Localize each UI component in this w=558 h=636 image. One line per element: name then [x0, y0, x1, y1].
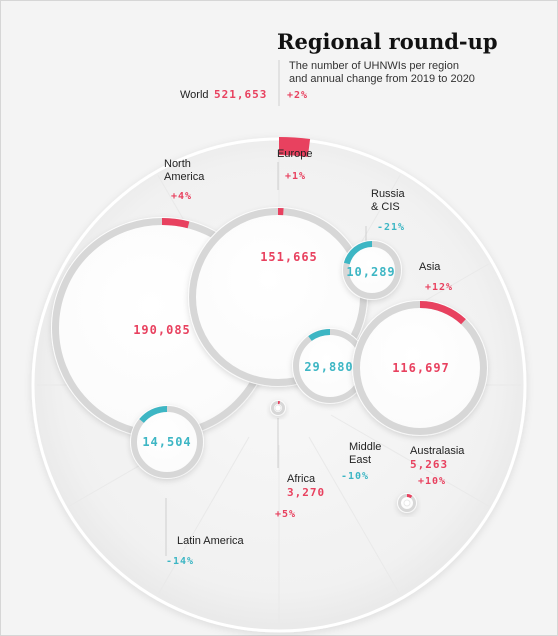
leader-lines: [165, 162, 367, 556]
chart-subtitle-line-1: The number of UHNWIs per region: [289, 60, 459, 72]
chart-title: Regional round-up: [277, 29, 498, 54]
australasia-center-dot: [403, 499, 411, 507]
world-label: World: [180, 89, 209, 101]
middle-east-value-label: 29,880: [304, 360, 353, 374]
russia-value-label: 10,289: [346, 265, 395, 279]
world-value-label: 521,653: [214, 88, 267, 101]
europe-change-label: +1%: [285, 171, 306, 182]
latin-america-change-arc: [139, 406, 167, 423]
asia-value-label: 116,697: [392, 361, 450, 375]
latin-america-circle: [130, 405, 204, 479]
asia-bubble: [352, 300, 488, 436]
north-america-value-label: 190,085: [133, 323, 191, 337]
asia-label: Asia: [419, 261, 441, 273]
decorative-ray: [330, 414, 489, 507]
north-america-label-line-2: America: [164, 171, 205, 183]
north-america-change-label: +4%: [171, 191, 192, 202]
latin-america-bubble: [130, 405, 204, 479]
australasia-change-arc: [407, 494, 413, 499]
north-america-label-line-1: North: [164, 158, 191, 170]
australasia-change-label: +10%: [418, 476, 446, 487]
russia-change-arc: [343, 241, 372, 265]
middle-east-label-line-2: East: [349, 454, 371, 466]
middle-east-change-arc: [308, 329, 330, 341]
middle-east-change-label: -10%: [341, 471, 369, 482]
decorative-ray: [308, 436, 401, 595]
latin-america-label: Latin America: [177, 535, 245, 547]
australasia-bubble: [397, 493, 417, 513]
russia-bubble: [342, 240, 402, 300]
russia-label-line-1: Russia: [371, 188, 406, 200]
africa-change-arc: [278, 401, 281, 405]
europe-label: Europe: [277, 148, 312, 160]
africa-change-label: +5%: [275, 509, 296, 520]
africa-value-label: 3,270: [287, 486, 325, 499]
latin-america-change-label: -14%: [166, 556, 194, 567]
australasia-label: Australasia: [410, 445, 465, 457]
middle-east-circle: [292, 328, 368, 404]
russia-circle: [342, 240, 402, 300]
australasia-value-label: 5,263: [410, 458, 448, 471]
africa-label: Africa: [287, 473, 316, 485]
world-change-label: +2%: [287, 90, 308, 101]
europe-value-label: 151,665: [260, 250, 318, 264]
africa-center-dot: [274, 404, 282, 412]
middle-east-label-line-1: Middle: [349, 441, 381, 453]
region-bubbles: [51, 207, 488, 513]
africa-bubble: [270, 400, 286, 416]
europe-change-arc: [278, 208, 284, 216]
asia-change-label: +12%: [425, 282, 453, 293]
world-change-arc: [279, 137, 311, 157]
latin-america-value-label: 14,504: [142, 435, 191, 449]
chart-subtitle-line-2: and annual change from 2019 to 2020: [289, 73, 475, 85]
north-america-change-arc: [162, 218, 190, 229]
asia-circle: [352, 300, 488, 436]
russia-change-label: -21%: [377, 222, 405, 233]
decorative-ray: [157, 436, 250, 595]
asia-change-arc: [420, 301, 466, 325]
russia-label-line-2: & CIS: [371, 201, 400, 213]
